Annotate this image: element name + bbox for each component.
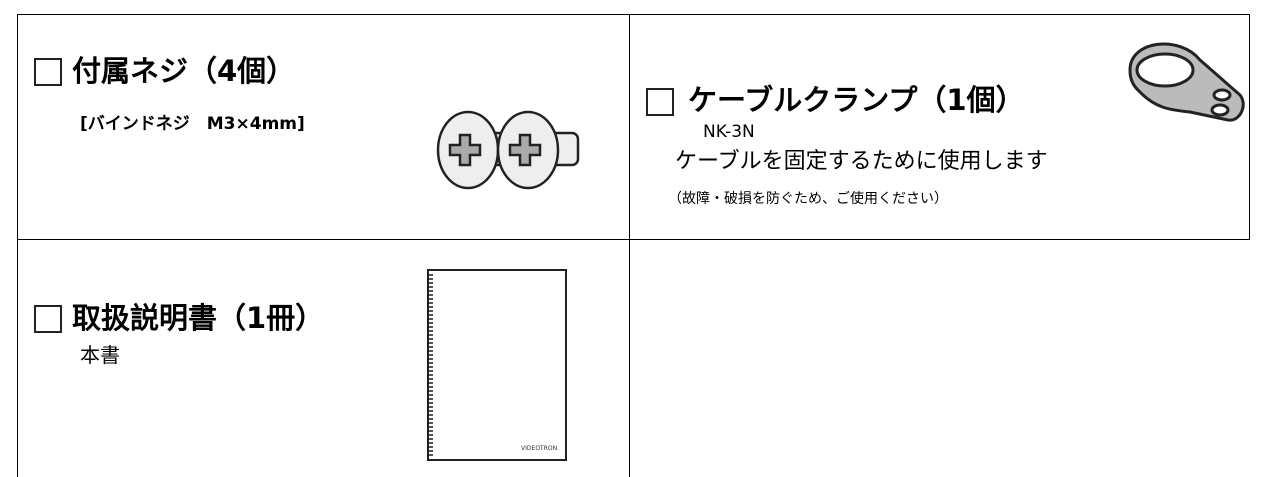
item-subtitle: 本書 [80,343,120,367]
item-description: ケーブルを固定するために使用します [675,149,1048,174]
item-subtitle: [バインドネジ M3×4mm] [80,114,305,134]
item-title: 付属ネジ（4個） [72,54,296,88]
border [1249,14,1250,240]
manual-label: VIDEOTRON. [521,445,559,452]
border [17,14,1250,15]
border [629,14,630,477]
checkbox[interactable] [34,58,62,86]
checkbox[interactable] [646,88,674,116]
border [17,239,1250,240]
screw-image [436,110,580,190]
border [17,14,18,477]
checkbox[interactable] [34,305,62,333]
manual-image: VIDEOTRON. [427,269,567,461]
item-title: ケーブルクランプ（1個） [688,83,1025,117]
item-note: （故障・破損を防ぐため、ご使用ください） [668,191,948,207]
clamp-image [1128,42,1245,122]
item-model: NK-3N [703,122,755,142]
item-title: 取扱説明書（1冊） [72,301,325,335]
